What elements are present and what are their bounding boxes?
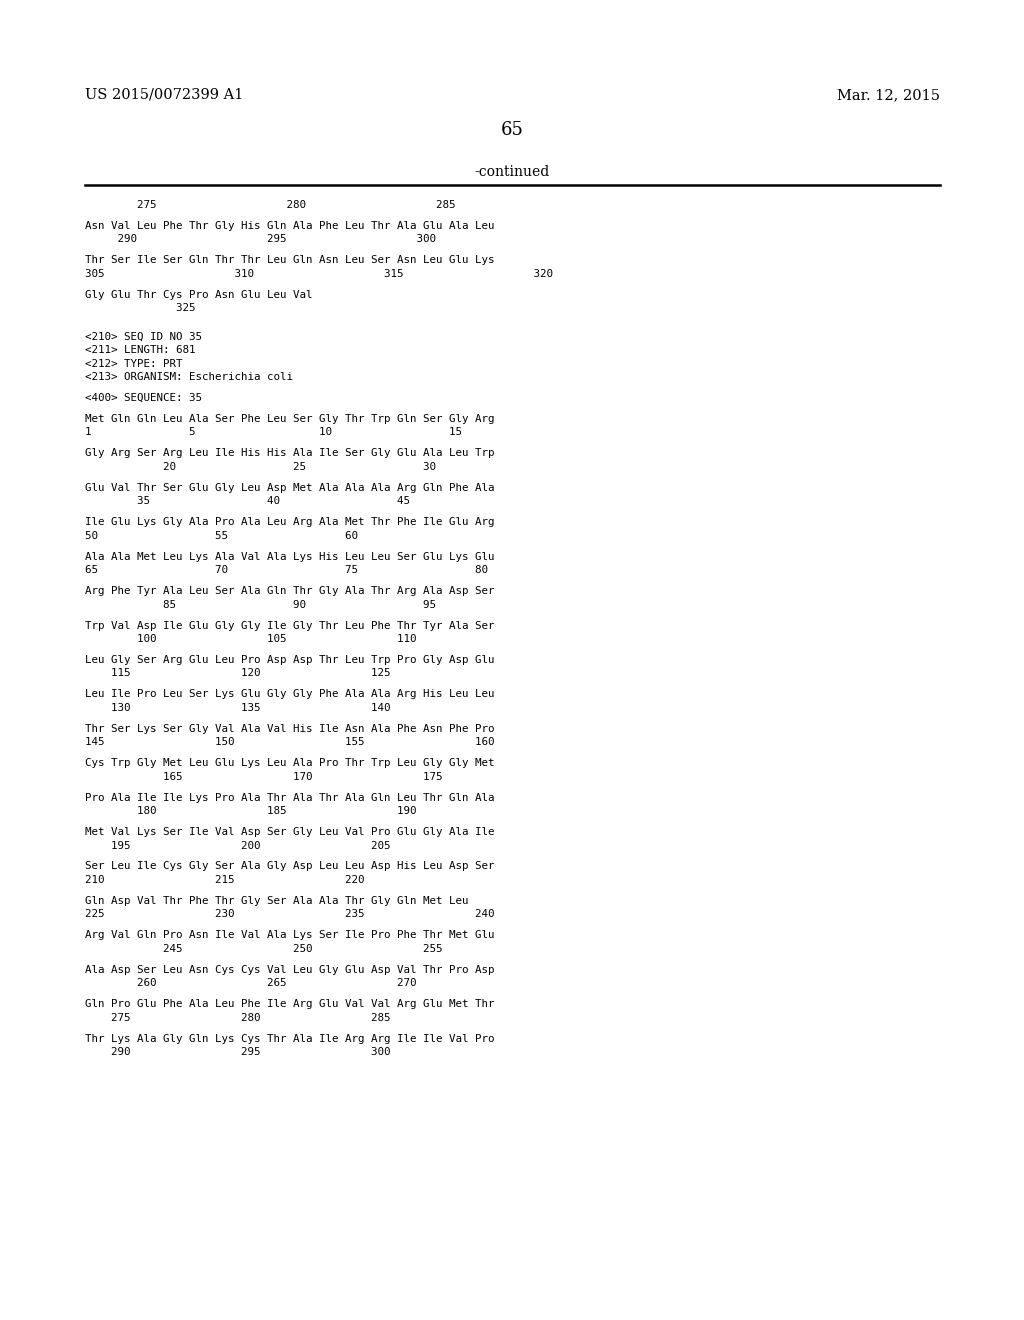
Text: 145                 150                 155                 160: 145 150 155 160 bbox=[85, 738, 495, 747]
Text: 325: 325 bbox=[85, 304, 196, 313]
Text: Asn Val Leu Phe Thr Gly His Gln Ala Phe Leu Thr Ala Glu Ala Leu: Asn Val Leu Phe Thr Gly His Gln Ala Phe … bbox=[85, 220, 495, 231]
Text: 290                    295                    300: 290 295 300 bbox=[85, 235, 436, 244]
Text: 50                  55                  60: 50 55 60 bbox=[85, 531, 358, 541]
Text: 65: 65 bbox=[501, 121, 523, 139]
Text: 290                 295                 300: 290 295 300 bbox=[85, 1047, 390, 1057]
Text: <400> SEQUENCE: 35: <400> SEQUENCE: 35 bbox=[85, 393, 202, 403]
Text: 210                 215                 220: 210 215 220 bbox=[85, 875, 365, 884]
Text: Leu Ile Pro Leu Ser Lys Glu Gly Gly Phe Ala Ala Arg His Leu Leu: Leu Ile Pro Leu Ser Lys Glu Gly Gly Phe … bbox=[85, 689, 495, 700]
Text: Mar. 12, 2015: Mar. 12, 2015 bbox=[837, 88, 940, 102]
Text: 180                 185                 190: 180 185 190 bbox=[85, 807, 417, 816]
Text: Cys Trp Gly Met Leu Glu Lys Leu Ala Pro Thr Trp Leu Gly Gly Met: Cys Trp Gly Met Leu Glu Lys Leu Ala Pro … bbox=[85, 758, 495, 768]
Text: 260                 265                 270: 260 265 270 bbox=[85, 978, 417, 989]
Text: Arg Val Gln Pro Asn Ile Val Ala Lys Ser Ile Pro Phe Thr Met Glu: Arg Val Gln Pro Asn Ile Val Ala Lys Ser … bbox=[85, 931, 495, 940]
Text: Ile Glu Lys Gly Ala Pro Ala Leu Arg Ala Met Thr Phe Ile Glu Arg: Ile Glu Lys Gly Ala Pro Ala Leu Arg Ala … bbox=[85, 517, 495, 527]
Text: 115                 120                 125: 115 120 125 bbox=[85, 668, 390, 678]
Text: Gly Glu Thr Cys Pro Asn Glu Leu Val: Gly Glu Thr Cys Pro Asn Glu Leu Val bbox=[85, 290, 312, 300]
Text: Thr Ser Ile Ser Gln Thr Thr Leu Gln Asn Leu Ser Asn Leu Glu Lys: Thr Ser Ile Ser Gln Thr Thr Leu Gln Asn … bbox=[85, 255, 495, 265]
Text: Gln Pro Glu Phe Ala Leu Phe Ile Arg Glu Val Val Arg Glu Met Thr: Gln Pro Glu Phe Ala Leu Phe Ile Arg Glu … bbox=[85, 999, 495, 1010]
Text: Met Gln Gln Leu Ala Ser Phe Leu Ser Gly Thr Trp Gln Ser Gly Arg: Met Gln Gln Leu Ala Ser Phe Leu Ser Gly … bbox=[85, 414, 495, 424]
Text: <210> SEQ ID NO 35: <210> SEQ ID NO 35 bbox=[85, 331, 202, 342]
Text: Gly Arg Ser Arg Leu Ile His His Ala Ile Ser Gly Glu Ala Leu Trp: Gly Arg Ser Arg Leu Ile His His Ala Ile … bbox=[85, 449, 495, 458]
Text: -continued: -continued bbox=[474, 165, 550, 180]
Text: Thr Lys Ala Gly Gln Lys Cys Thr Ala Ile Arg Arg Ile Ile Val Pro: Thr Lys Ala Gly Gln Lys Cys Thr Ala Ile … bbox=[85, 1034, 495, 1044]
Text: Thr Ser Lys Ser Gly Val Ala Val His Ile Asn Ala Phe Asn Phe Pro: Thr Ser Lys Ser Gly Val Ala Val His Ile … bbox=[85, 723, 495, 734]
Text: 275                 280                 285: 275 280 285 bbox=[85, 1012, 390, 1023]
Text: 130                 135                 140: 130 135 140 bbox=[85, 702, 390, 713]
Text: <212> TYPE: PRT: <212> TYPE: PRT bbox=[85, 359, 182, 368]
Text: 225                 230                 235                 240: 225 230 235 240 bbox=[85, 909, 495, 920]
Text: Met Val Lys Ser Ile Val Asp Ser Gly Leu Val Pro Glu Gly Ala Ile: Met Val Lys Ser Ile Val Asp Ser Gly Leu … bbox=[85, 828, 495, 837]
Text: Ala Ala Met Leu Lys Ala Val Ala Lys His Leu Leu Ser Glu Lys Glu: Ala Ala Met Leu Lys Ala Val Ala Lys His … bbox=[85, 552, 495, 562]
Text: Ala Asp Ser Leu Asn Cys Cys Val Leu Gly Glu Asp Val Thr Pro Asp: Ala Asp Ser Leu Asn Cys Cys Val Leu Gly … bbox=[85, 965, 495, 974]
Text: Pro Ala Ile Ile Lys Pro Ala Thr Ala Thr Ala Gln Leu Thr Gln Ala: Pro Ala Ile Ile Lys Pro Ala Thr Ala Thr … bbox=[85, 792, 495, 803]
Text: 85                  90                  95: 85 90 95 bbox=[85, 599, 436, 610]
Text: Arg Phe Tyr Ala Leu Ser Ala Gln Thr Gly Ala Thr Arg Ala Asp Ser: Arg Phe Tyr Ala Leu Ser Ala Gln Thr Gly … bbox=[85, 586, 495, 597]
Text: 35                  40                  45: 35 40 45 bbox=[85, 496, 410, 507]
Text: Leu Gly Ser Arg Glu Leu Pro Asp Asp Thr Leu Trp Pro Gly Asp Glu: Leu Gly Ser Arg Glu Leu Pro Asp Asp Thr … bbox=[85, 655, 495, 665]
Text: Trp Val Asp Ile Glu Gly Gly Ile Gly Thr Leu Phe Thr Tyr Ala Ser: Trp Val Asp Ile Glu Gly Gly Ile Gly Thr … bbox=[85, 620, 495, 631]
Text: <211> LENGTH: 681: <211> LENGTH: 681 bbox=[85, 345, 196, 355]
Text: 165                 170                 175: 165 170 175 bbox=[85, 772, 442, 781]
Text: 20                  25                  30: 20 25 30 bbox=[85, 462, 436, 473]
Text: 65                  70                  75                  80: 65 70 75 80 bbox=[85, 565, 488, 576]
Text: Glu Val Thr Ser Glu Gly Leu Asp Met Ala Ala Ala Arg Gln Phe Ala: Glu Val Thr Ser Glu Gly Leu Asp Met Ala … bbox=[85, 483, 495, 492]
Text: 275                    280                    285: 275 280 285 bbox=[85, 201, 456, 210]
Text: 100                 105                 110: 100 105 110 bbox=[85, 634, 417, 644]
Text: 305                    310                    315                    320: 305 310 315 320 bbox=[85, 269, 553, 279]
Text: Gln Asp Val Thr Phe Thr Gly Ser Ala Ala Thr Gly Gln Met Leu: Gln Asp Val Thr Phe Thr Gly Ser Ala Ala … bbox=[85, 896, 469, 906]
Text: <213> ORGANISM: Escherichia coli: <213> ORGANISM: Escherichia coli bbox=[85, 372, 293, 381]
Text: 195                 200                 205: 195 200 205 bbox=[85, 841, 390, 850]
Text: 245                 250                 255: 245 250 255 bbox=[85, 944, 442, 954]
Text: 1               5                   10                  15: 1 5 10 15 bbox=[85, 428, 462, 437]
Text: Ser Leu Ile Cys Gly Ser Ala Gly Asp Leu Leu Asp His Leu Asp Ser: Ser Leu Ile Cys Gly Ser Ala Gly Asp Leu … bbox=[85, 862, 495, 871]
Text: US 2015/0072399 A1: US 2015/0072399 A1 bbox=[85, 88, 244, 102]
